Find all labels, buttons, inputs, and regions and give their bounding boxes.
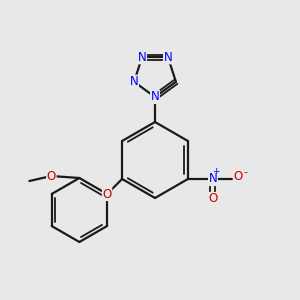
Text: N: N bbox=[138, 51, 146, 64]
Text: N: N bbox=[208, 172, 217, 185]
Text: -: - bbox=[244, 167, 248, 177]
Text: +: + bbox=[212, 167, 220, 176]
Text: N: N bbox=[130, 75, 139, 88]
Text: N: N bbox=[164, 51, 172, 64]
Text: O: O bbox=[208, 193, 218, 206]
Text: N: N bbox=[151, 91, 159, 103]
Text: O: O bbox=[233, 169, 242, 182]
Text: O: O bbox=[47, 169, 56, 182]
Text: O: O bbox=[103, 188, 112, 200]
